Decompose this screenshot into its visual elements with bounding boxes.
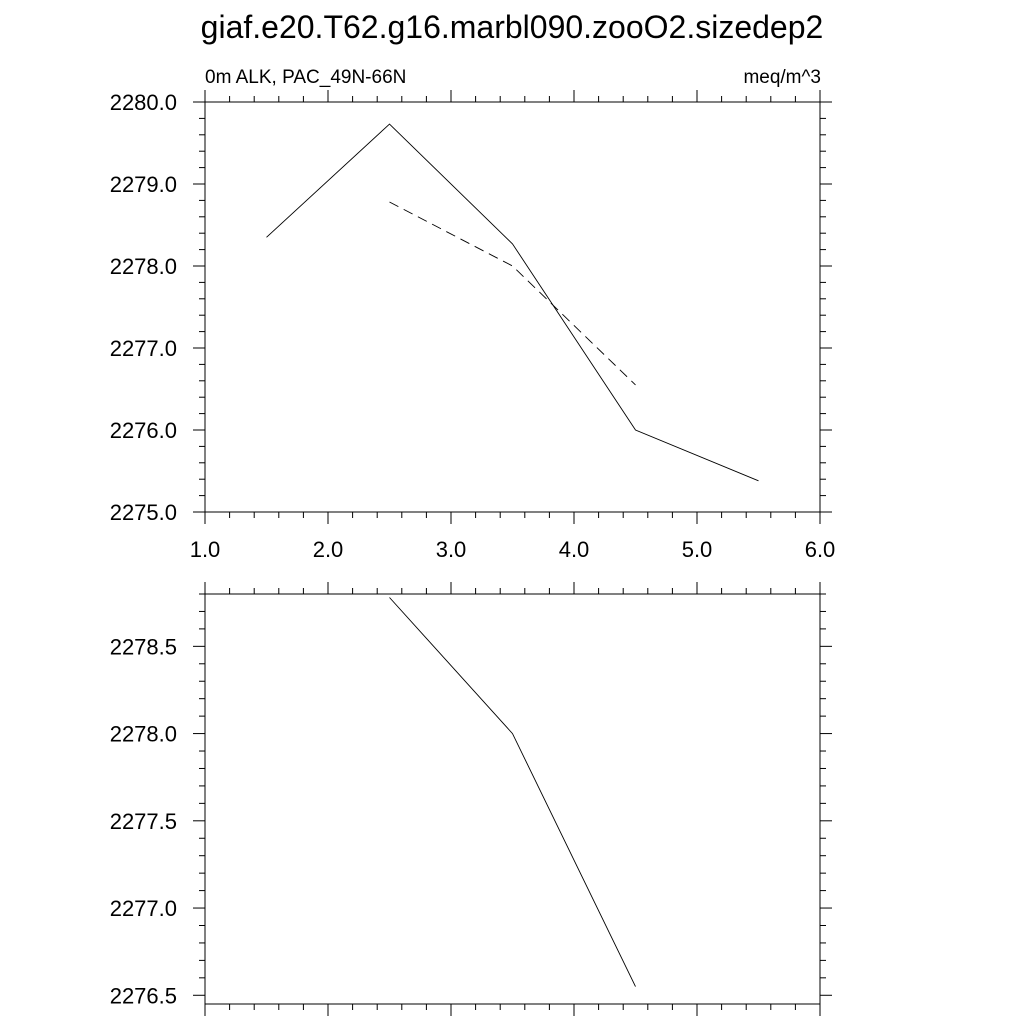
- y-tick-label: 2277.0: [110, 336, 177, 361]
- bottom-panel: 2276.5 2277.0 2277.5 2278.0 2278.5: [110, 582, 832, 1016]
- series-line-solid: [389, 597, 636, 987]
- top-panel-series: [266, 123, 759, 482]
- top-panel-subtitle-right: meq/m^3: [743, 67, 821, 88]
- bottom-panel-series: [389, 597, 636, 987]
- y-tick-label: 2279.0: [110, 172, 177, 197]
- top-panel-ticks: [193, 90, 832, 524]
- top-panel: 0m ALK, PAC_49N-66N meq/m^3 1.0 2.0 3.0 4.0…: [110, 67, 836, 562]
- x-tick-label: 5.0: [682, 537, 713, 562]
- top-panel-tick-labels: 1.0 2.0 3.0 4.0 5.0 6.0 2275.0 2276.0 2277.0 2278…: [110, 90, 836, 562]
- bottom-panel-ticks: [193, 582, 832, 1016]
- top-plot-frame: [204, 101, 821, 513]
- y-tick-label: 2276.0: [110, 418, 177, 443]
- bottom-panel-tick-labels: 2276.5 2277.0 2277.5 2278.0 2278.5: [110, 634, 177, 1008]
- y-tick-label: 2280.0: [110, 90, 177, 115]
- y-tick-label: 2278.0: [110, 722, 177, 747]
- top-panel-subtitle-left: 0m ALK, PAC_49N-66N: [205, 67, 406, 88]
- y-tick-label: 2276.5: [110, 983, 177, 1008]
- x-tick-label: 4.0: [559, 537, 590, 562]
- x-tick-label: 6.0: [805, 537, 836, 562]
- x-tick-label: 3.0: [436, 537, 467, 562]
- chart-title: giaf.e20.T62.g16.marbl090.zooO2.sizedep2: [201, 9, 824, 45]
- series-line-solid: [266, 123, 759, 482]
- y-tick-label: 2277.0: [110, 896, 177, 921]
- x-tick-label: 1.0: [190, 537, 221, 562]
- y-tick-label: 2278.0: [110, 254, 177, 279]
- x-tick-label: 2.0: [313, 537, 344, 562]
- y-tick-label: 2275.0: [110, 500, 177, 525]
- y-tick-label: 2278.5: [110, 634, 177, 659]
- series-line-dashed: [389, 201, 636, 386]
- y-tick-label: 2277.5: [110, 809, 177, 834]
- bottom-plot-frame: [204, 593, 821, 1005]
